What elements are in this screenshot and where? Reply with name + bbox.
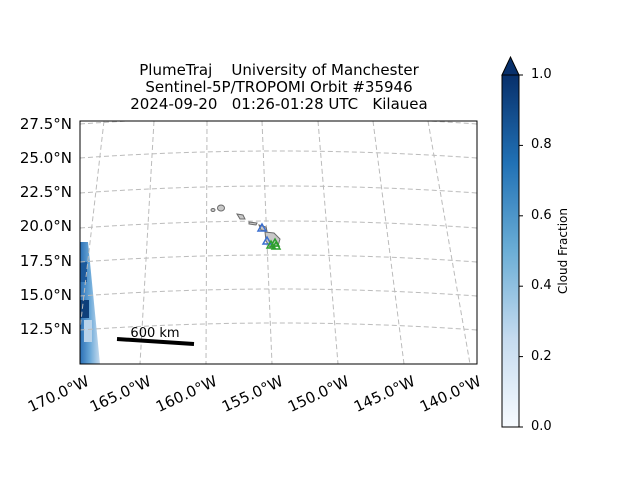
colorbar-tick-label: 1.0 (531, 67, 552, 82)
lat-gridline (80, 220, 477, 229)
lat-label: 17.5°N (19, 252, 72, 270)
colorbar-tick-label: 0.6 (531, 208, 552, 223)
island-molokai (248, 221, 258, 226)
island-niihau (210, 208, 216, 212)
lon-gridline (80, 121, 105, 334)
lat-gridline (80, 254, 477, 263)
map-frame (79, 120, 478, 365)
colorbar-extend-arrow (501, 55, 520, 76)
lat-label: 22.5°N (19, 183, 72, 201)
scale-bar (116, 337, 195, 346)
triangle-marker-green (270, 240, 282, 250)
dense-cloud-patch (80, 300, 89, 318)
lon-gridline (427, 121, 471, 364)
lat-gridline (80, 185, 477, 194)
lon-gridline (372, 121, 405, 364)
title-line-1: PlumeTraj University of Manchester (139, 61, 419, 79)
lat-label: 27.5°N (19, 115, 72, 133)
colorbar-label: Cloud Fraction (556, 208, 570, 294)
map-area: 600 km (80, 121, 477, 364)
lon-gridline (205, 121, 208, 364)
lat-gridline (80, 150, 477, 159)
colorbar-tick-label: 0.2 (531, 349, 552, 364)
dense-cloud-patch (80, 262, 87, 282)
colorbar-tick-label: 0.0 (531, 419, 552, 434)
island-oahu (236, 213, 246, 220)
lat-gridline (80, 288, 477, 297)
lat-label: 20.0°N (19, 217, 72, 235)
scale-bar-label: 600 km (130, 326, 179, 341)
colorbar-tick-label: 0.4 (531, 278, 552, 293)
lon-gridline (139, 121, 155, 364)
title-line-2: Sentinel-5P/TROPOMI Orbit #35946 (145, 78, 413, 96)
colorbar-tick-label: 0.8 (531, 137, 552, 152)
lat-label: 25.0°N (19, 149, 72, 167)
triangle-marker-blue (261, 235, 273, 245)
lat-gridline (80, 322, 477, 331)
lat-label: 15.0°N (19, 286, 72, 304)
triangle-marker-green (265, 239, 277, 249)
island-kauai (217, 204, 225, 212)
colorbar (501, 74, 520, 428)
lon-gridline (317, 121, 339, 364)
triangle-marker-blue (256, 222, 268, 232)
title-line-3: 2024-09-20 01:26-01:28 UTC Kilauea (130, 95, 428, 113)
lat-label: 12.5°N (19, 320, 72, 338)
light-cloud-patch (84, 320, 92, 342)
